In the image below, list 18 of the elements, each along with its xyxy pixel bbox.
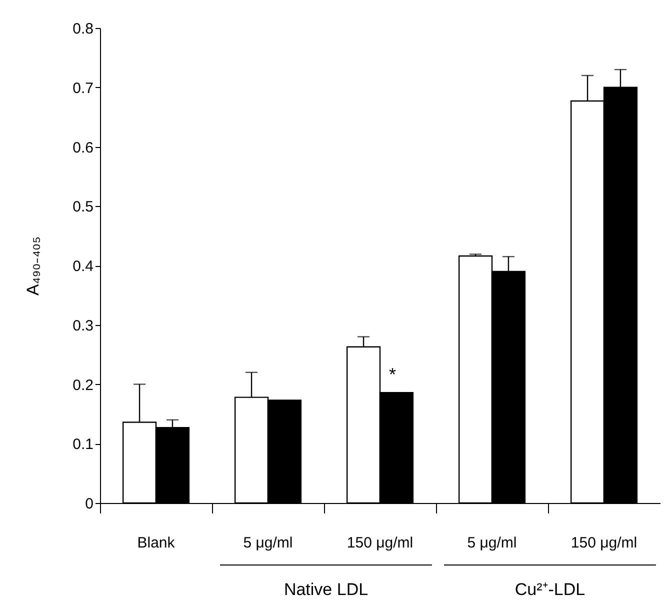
x-tick-label: 5 μg/ml (243, 534, 293, 552)
y-tick-label: 0.7 (72, 80, 94, 97)
y-tick-label: 0.2 (72, 376, 94, 394)
text: Cu²⁺-LDL (514, 580, 586, 599)
y-tick-label: 0.3 (72, 317, 94, 334)
y-tick-label: 0.6 (72, 139, 94, 156)
y-tick-label: 0.8 (72, 20, 94, 38)
x-tick-label: 150 μg/ml (570, 534, 638, 552)
y-tick-label: 0.4 (72, 258, 94, 275)
text: Native LDL (284, 580, 368, 599)
y-axis-title: A₄₉₀₋₄₀₅ (24, 236, 43, 296)
y-tick-label: 0.5 (72, 198, 94, 216)
annotation: * (388, 364, 396, 384)
x-tick-label: Blank (137, 534, 176, 552)
y-tick-label: 0 (85, 496, 94, 512)
y-tick-label: 0.1 (72, 436, 94, 454)
x-tick-label: 150 μg/ml (346, 534, 414, 552)
x-tick-label: 5 μg/ml (467, 534, 517, 552)
